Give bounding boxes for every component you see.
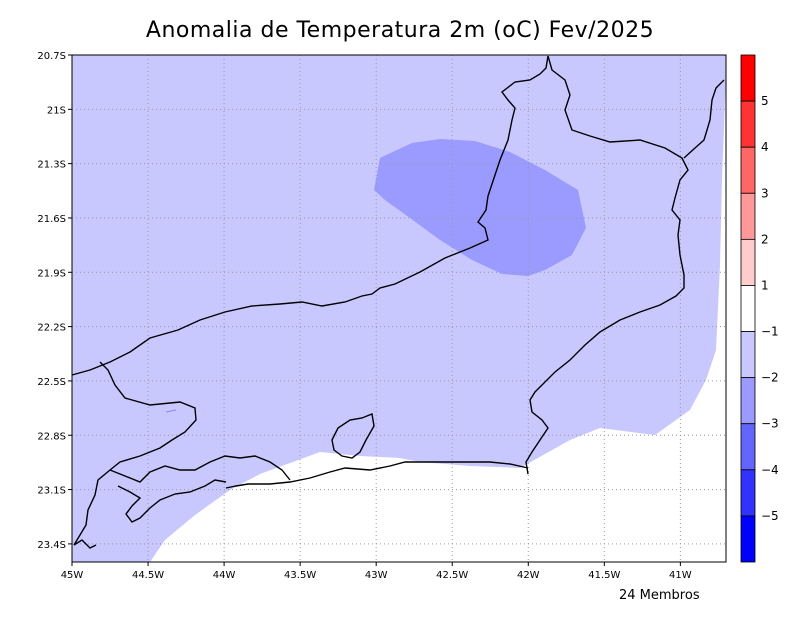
x-axis-ticks: 45W 44.5W 44W 43.5W 43W 42.5W 42W 41.5W 41W bbox=[61, 562, 692, 581]
y-tick-label: 22.5S bbox=[37, 377, 66, 388]
x-tick-label: 43W bbox=[365, 570, 388, 581]
y-tick-label: 22.2S bbox=[37, 323, 66, 334]
colorbar-swatch bbox=[740, 515, 756, 563]
colorbar-label: 3 bbox=[761, 186, 769, 200]
guanabara-bay bbox=[331, 413, 375, 459]
south-coast bbox=[225, 461, 529, 489]
colorbar-swatch bbox=[740, 54, 756, 102]
y-tick-label: 21.3S bbox=[37, 160, 66, 171]
x-tick-label: 45W bbox=[61, 570, 84, 581]
bay-islands bbox=[117, 479, 227, 523]
shaded-fields bbox=[72, 55, 726, 562]
y-tick-label: 20.7S bbox=[37, 51, 66, 62]
border-northeast bbox=[525, 55, 689, 475]
state-border bbox=[71, 55, 549, 376]
y-axis-ticks: 20.7S 21S 21.3S 21.6S 21.9S 22.2S 22.5S 22.8S 23… bbox=[37, 51, 72, 551]
border-east-coast bbox=[683, 79, 725, 159]
y-tick-label: 21S bbox=[47, 105, 66, 116]
colorbar-swatch bbox=[740, 238, 756, 286]
x-tick-label: 41W bbox=[669, 570, 692, 581]
colorbar-label: 4 bbox=[761, 140, 769, 154]
y-tick-label: 22.8S bbox=[37, 431, 66, 442]
x-tick-label: 42.5W bbox=[436, 570, 468, 581]
southwest-coast bbox=[73, 539, 97, 549]
colorbar-label: 5 bbox=[761, 94, 769, 108]
map-title: Anomalia de Temperatura 2m (oC) Fev/2025 bbox=[145, 18, 655, 43]
colorbar-label: −4 bbox=[761, 463, 779, 477]
small-lake-mark bbox=[165, 409, 177, 413]
colorbar-swatch bbox=[740, 423, 756, 471]
grid-lines bbox=[72, 55, 726, 562]
colorbar-label: 1 bbox=[761, 278, 769, 292]
colorbar: 5 4 3 2 1 −1 −2 −3 −4 −5 bbox=[740, 54, 779, 563]
x-tick-label: 43.5W bbox=[284, 570, 316, 581]
colorbar-swatch bbox=[740, 192, 756, 240]
anomaly-field-light bbox=[72, 55, 726, 562]
colorbar-label: −5 bbox=[761, 509, 779, 523]
colorbar-label: 2 bbox=[761, 232, 769, 246]
bay-sepetiba-coast bbox=[109, 455, 291, 483]
colorbar-label: −2 bbox=[761, 371, 779, 385]
x-tick-label: 42W bbox=[517, 570, 540, 581]
colorbar-label: −3 bbox=[761, 417, 779, 431]
y-tick-label: 21.9S bbox=[37, 268, 66, 279]
members-count: 24 Membros bbox=[619, 588, 700, 603]
y-tick-label: 21.6S bbox=[37, 214, 66, 225]
colorbar-swatch bbox=[740, 469, 756, 517]
colorbar-swatch bbox=[740, 377, 756, 425]
colorbar-label: −1 bbox=[761, 325, 779, 339]
x-tick-label: 44W bbox=[213, 570, 236, 581]
colorbar-swatch bbox=[740, 100, 756, 148]
plot-frame bbox=[71, 54, 727, 563]
anomaly-field-dark bbox=[374, 139, 586, 276]
west-lowland-line bbox=[73, 361, 197, 546]
colorbar-swatch bbox=[740, 146, 756, 194]
colorbar-swatch bbox=[740, 285, 756, 332]
y-tick-label: 23.4S bbox=[37, 540, 66, 551]
x-tick-label: 41.5W bbox=[588, 570, 620, 581]
colorbar-swatch bbox=[740, 331, 756, 379]
x-tick-label: 44.5W bbox=[132, 570, 164, 581]
y-tick-label: 23.1S bbox=[37, 486, 66, 497]
coastline-and-borders bbox=[71, 55, 725, 549]
